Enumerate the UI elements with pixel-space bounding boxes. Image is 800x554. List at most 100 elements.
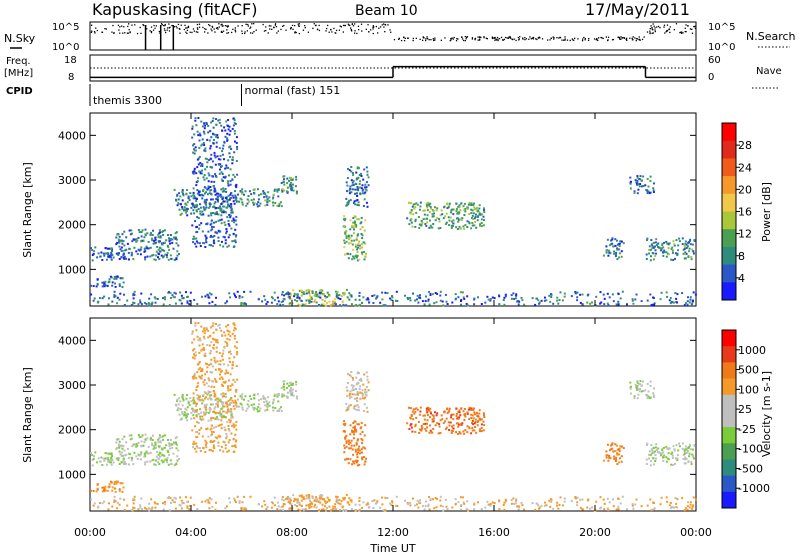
power-cell (645, 253, 648, 256)
power-cell (359, 247, 361, 250)
power-cell (326, 296, 329, 298)
power-cell (636, 192, 639, 195)
power-cell (473, 206, 476, 209)
power-cell (208, 292, 211, 295)
velocity-cell (192, 392, 195, 395)
noise-point (186, 29, 189, 31)
power-cell (166, 251, 169, 254)
velocity-cell (250, 398, 253, 401)
velocity-cell (193, 411, 196, 414)
velocity-cell (135, 445, 138, 448)
power-cell (186, 210, 188, 213)
power-cell (649, 180, 652, 182)
power-cell (220, 124, 223, 127)
power-cell (342, 218, 345, 221)
velocity-cell (229, 402, 232, 405)
velocity-cell (589, 507, 592, 510)
power-cell (439, 299, 442, 302)
power-cell (199, 190, 201, 193)
velocity-cell (470, 417, 473, 419)
power-cell (199, 170, 202, 173)
power-cell (365, 186, 368, 189)
velocity-cell (646, 504, 649, 507)
power-cell (356, 188, 359, 191)
power-cell (464, 224, 467, 227)
power-cell (107, 281, 110, 284)
noise-point (290, 28, 292, 30)
velocity-cell (331, 508, 334, 511)
noise-point (477, 36, 479, 38)
velocity-cell (219, 424, 222, 427)
power-cell (309, 294, 311, 297)
velocity-cell (473, 422, 476, 425)
power-cell (353, 239, 356, 242)
noise-point (638, 39, 640, 41)
power-cell (230, 208, 233, 210)
velocity-cell (195, 389, 198, 392)
noise-point (368, 31, 370, 33)
power-cell (248, 190, 251, 193)
power-cell (367, 184, 370, 187)
power-cell (687, 296, 689, 299)
velocity-cell (210, 424, 213, 427)
velocity-cell (620, 455, 623, 458)
power-cell (455, 226, 458, 229)
noise-point (495, 39, 498, 41)
velocity-cell (202, 335, 205, 338)
power-cell (429, 202, 432, 205)
power-cell (219, 168, 221, 171)
power-cell (93, 250, 95, 253)
power-cell (302, 304, 305, 307)
velocity-cell (95, 490, 98, 493)
power-cell (272, 193, 275, 196)
power-cell (178, 192, 181, 195)
power-cell (175, 258, 178, 261)
velocity-cell (173, 393, 176, 396)
velocity-cell (410, 413, 413, 416)
noise-point (653, 25, 655, 27)
velocity-cell (346, 389, 349, 392)
velocity-cell (257, 503, 260, 506)
velocity-cell (514, 502, 517, 505)
power-cell (138, 231, 141, 234)
velocity-cell (146, 460, 149, 463)
velocity-cell (213, 407, 216, 410)
velocity-cell (291, 384, 294, 386)
velocity-cell (669, 507, 672, 510)
velocity-cell (162, 438, 164, 441)
velocity-cell (670, 505, 673, 508)
velocity-cell (646, 394, 649, 397)
power-cell (326, 301, 328, 304)
velocity-cell (630, 385, 632, 388)
velocity-cell (216, 404, 219, 406)
power-cell (162, 230, 165, 233)
noise-point (312, 27, 314, 29)
power-cell (390, 299, 393, 302)
power-cell (425, 295, 427, 298)
velocity-cell (356, 391, 359, 393)
power-cell (125, 257, 127, 260)
velocity-cell (606, 443, 609, 446)
colorbar-swatch (722, 246, 736, 266)
noise-point (649, 28, 651, 30)
velocity-cell (648, 450, 651, 453)
noise-point (251, 23, 253, 25)
velocity-cell (468, 418, 471, 420)
power-cell (226, 245, 229, 248)
noise-point (689, 28, 692, 30)
noise-point (176, 27, 178, 29)
power-cell (477, 215, 480, 218)
velocity-cell (175, 436, 178, 439)
power-cell (638, 185, 641, 188)
velocity-cell (489, 503, 492, 505)
power-cell (113, 296, 116, 298)
power-cell (455, 202, 458, 205)
noise-point (273, 27, 275, 29)
velocity-cell (121, 454, 124, 457)
velocity-cell (218, 412, 221, 415)
velocity-cell (354, 450, 357, 453)
velocity-cell (665, 496, 668, 499)
power-cell (479, 223, 482, 226)
power-cell (356, 259, 359, 262)
power-cell (450, 209, 453, 212)
